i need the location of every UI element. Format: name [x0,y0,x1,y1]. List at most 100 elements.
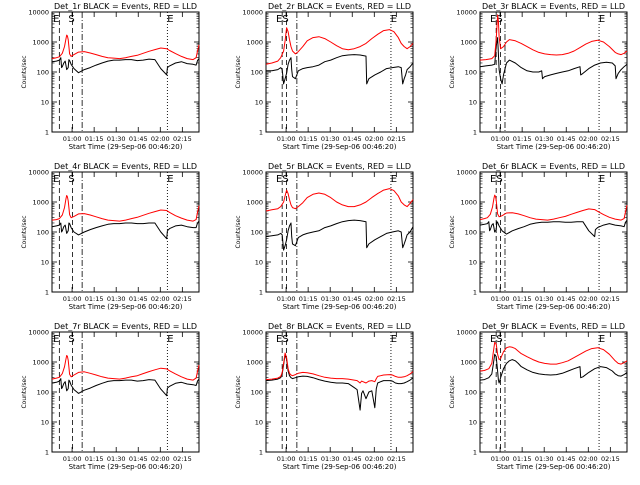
interval-marker-label: S [68,174,74,185]
x-tick-label: 01:30 [535,135,554,143]
x-tick-label: 01:45 [343,455,362,463]
x-tick-label: 02:15 [601,135,620,143]
panel-5: Det_5r BLACK = Events, RED = LLD 1 10 100 10… [235,162,414,311]
x-tick-label: 01:15 [299,295,318,303]
interval-marker-label: S [496,334,502,345]
y-tick-label: 10 [255,259,263,267]
y-tick-label: 10000 [242,329,263,337]
y-axis-label: Counts/sec [21,375,28,408]
panel-title: Det_5r BLACK = Events, RED = LLD [268,162,411,171]
y-tick-label: 1 [45,449,49,457]
series-line-events [479,219,628,238]
x-tick-label: 01:45 [129,135,148,143]
x-tick-label: 01:30 [321,295,340,303]
y-tick-label: 100 [37,69,49,77]
x-axis-label: Start Time (29-Sep-06 00:46:20) [283,303,397,311]
y-tick-label: 10 [41,419,49,427]
x-tick-label: 01:45 [129,295,148,303]
panel-title: Det_2r BLACK = Events, RED = LLD [268,2,411,11]
panel-3: Det_3r BLACK = Events, RED = LLD 1 10 100 10… [449,2,628,151]
y-tick-label: 1000 [460,39,477,47]
panel-title: Det_4r BLACK = Events, RED = LLD [54,162,197,171]
series-line-lld [51,355,200,381]
interval-marker-label: S [68,334,74,345]
series-line-lld [265,27,414,65]
x-tick-label: 01:45 [343,135,362,143]
x-tick-label: 01:00 [277,455,296,463]
y-tick-label: 10000 [242,9,263,17]
x-axis-label: Start Time (29-Sep-06 00:46:20) [283,143,397,151]
panel-2: Det_2r BLACK = Events, RED = LLD 1 10 100 10… [235,2,414,151]
y-tick-label: 1000 [460,359,477,367]
y-tick-label: 10000 [28,169,49,177]
interval-marker-label: E [391,334,397,345]
interval-marker-label: E [53,174,59,185]
y-tick-label: 10 [41,99,49,107]
x-tick-label: 01:30 [107,295,126,303]
y-tick-label: 1 [473,449,477,457]
x-tick-label: 01:15 [513,135,532,143]
x-axis-label: Start Time (29-Sep-06 00:46:20) [69,143,183,151]
y-tick-label: 1000 [246,39,263,47]
y-tick-label: 1000 [32,359,49,367]
x-tick-label: 02:15 [601,455,620,463]
y-tick-label: 100 [465,389,477,397]
x-tick-label: 01:45 [129,455,148,463]
x-tick-label: 02:15 [387,135,406,143]
y-tick-label: 10 [469,99,477,107]
x-tick-label: 01:45 [557,135,576,143]
interval-marker-label: E [599,174,605,185]
y-tick-label: 10 [255,419,263,427]
x-tick-label: 01:15 [85,455,104,463]
plot-frame [479,11,628,133]
series-line-events [265,219,414,251]
panel-title: Det_6r BLACK = Events, RED = LLD [482,162,625,171]
x-tick-label: 02:15 [173,455,192,463]
y-axis-label: Counts/sec [21,55,28,88]
panel-title: Det_9r BLACK = Events, RED = LLD [482,322,625,331]
panel-4: Det_4r BLACK = Events, RED = LLD 1 10 100 10… [21,162,200,311]
x-tick-label: 02:15 [387,455,406,463]
series-line-lld [479,14,628,61]
y-tick-label: 1 [259,449,263,457]
y-tick-label: 10000 [28,9,49,17]
x-tick-label: 02:00 [151,455,170,463]
y-tick-label: 1000 [32,199,49,207]
interval-marker-label: S [496,174,502,185]
y-tick-label: 10 [41,259,49,267]
y-tick-label: 1 [473,129,477,137]
x-tick-label: 02:00 [151,135,170,143]
x-tick-label: 02:00 [365,455,384,463]
series-line-events [266,54,414,85]
y-tick-label: 10 [255,99,263,107]
x-tick-label: 01:00 [277,135,296,143]
y-tick-label: 1000 [460,199,477,207]
y-tick-label: 100 [251,229,263,237]
x-axis-label: Start Time (29-Sep-06 00:46:20) [497,463,611,471]
series-line-events [51,220,200,240]
interval-marker-label: E [53,334,59,345]
series-line-events [479,353,628,384]
y-axis-label: Counts/sec [235,215,242,248]
series-line-events [479,37,628,85]
series-line-lld [265,352,414,384]
y-tick-label: 1 [259,289,263,297]
x-tick-label: 01:30 [535,295,554,303]
interval-marker-label: E [599,334,605,345]
interval-marker-label: E [167,14,173,25]
y-tick-label: 10000 [242,169,263,177]
y-tick-label: 10 [469,419,477,427]
y-axis-label: Counts/sec [21,215,28,248]
y-tick-label: 100 [251,389,263,397]
y-tick-label: 1000 [32,39,49,47]
x-tick-label: 02:00 [151,295,170,303]
interval-marker-label: E [276,174,282,185]
x-tick-label: 02:00 [365,295,384,303]
x-tick-label: 01:00 [491,455,510,463]
x-tick-label: 01:30 [321,135,340,143]
x-tick-label: 01:00 [63,295,82,303]
y-axis-label: Counts/sec [235,375,242,408]
y-axis-label: Counts/sec [449,375,456,408]
interval-marker-label: S [282,334,288,345]
